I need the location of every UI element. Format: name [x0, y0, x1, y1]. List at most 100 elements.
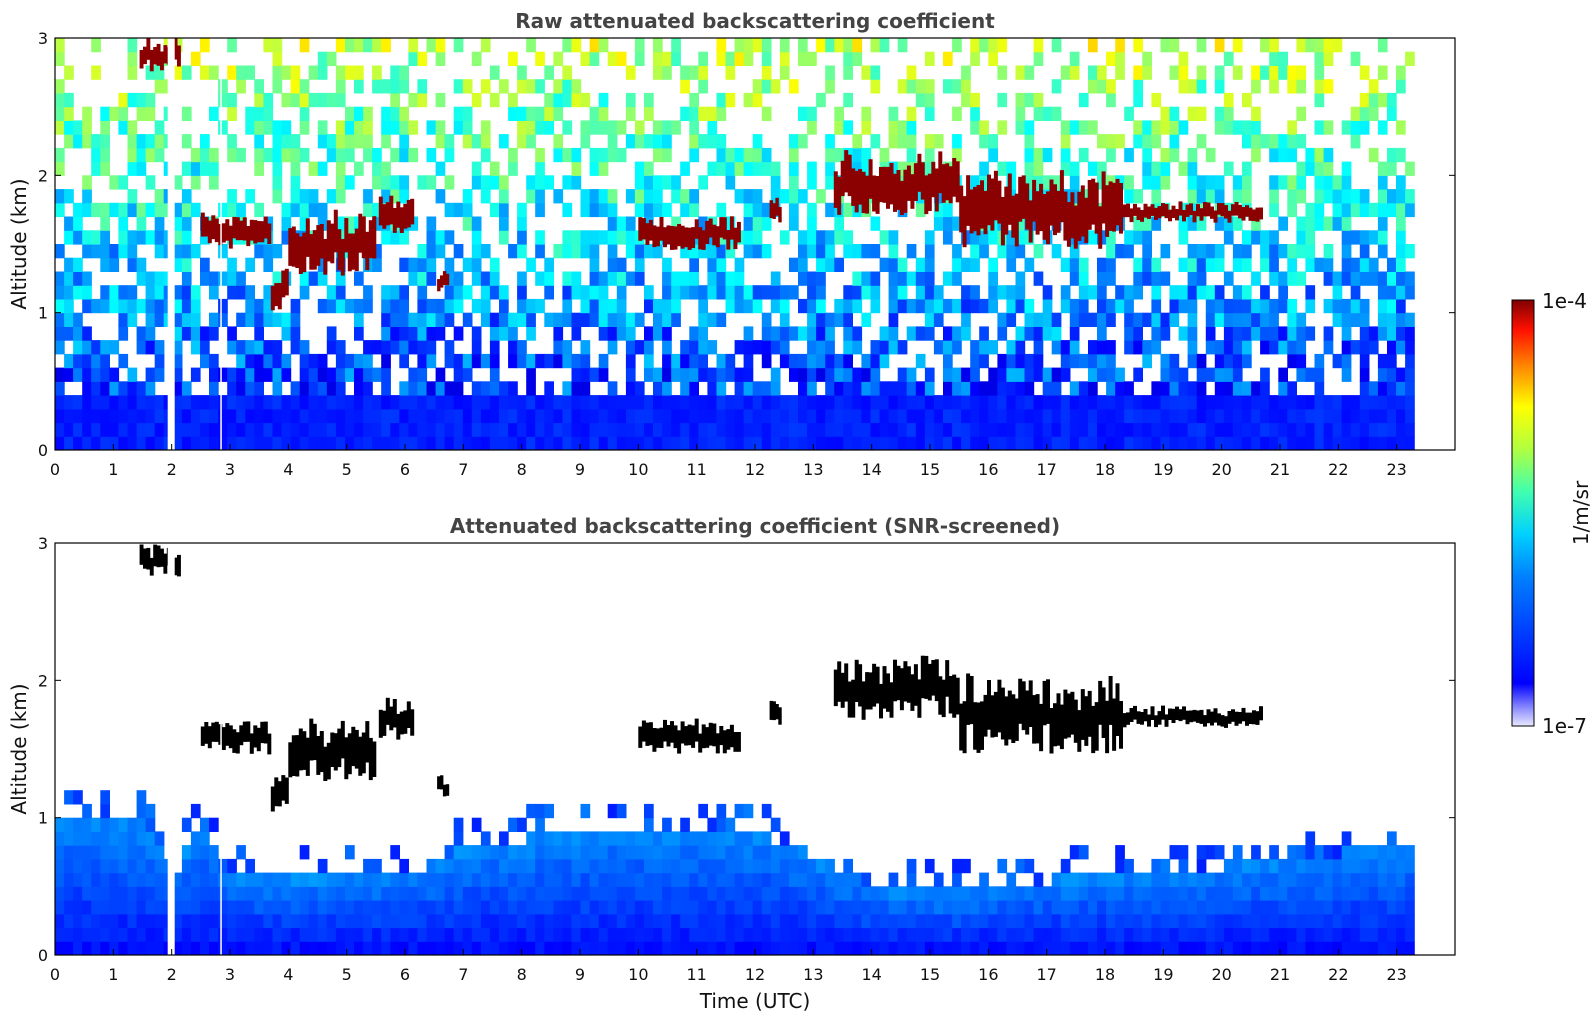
heatmap-cell	[64, 790, 74, 805]
heatmap-cell	[1106, 900, 1116, 915]
heatmap-cell	[1142, 408, 1152, 424]
heatmap-cell	[553, 395, 564, 410]
heatmap-cell	[1205, 340, 1216, 355]
heatmap-cell	[1296, 367, 1307, 382]
heatmap-cell	[154, 298, 165, 314]
heatmap-cell	[73, 872, 83, 887]
heatmap-cell	[1377, 408, 1388, 424]
heatmap-cell	[625, 422, 636, 437]
heatmap-cell	[363, 134, 373, 149]
cloud-mark	[1157, 711, 1162, 725]
heatmap-cell	[453, 913, 464, 929]
heatmap-cell	[227, 381, 237, 396]
heatmap-cell	[471, 408, 482, 424]
heatmap-cell	[190, 422, 201, 437]
heatmap-cell	[1396, 257, 1406, 272]
heatmap-cell	[154, 340, 165, 355]
heatmap-cell	[145, 858, 156, 874]
heatmap-cell	[807, 106, 817, 121]
cloud-mark	[228, 225, 233, 249]
heatmap-cell	[73, 395, 83, 410]
heatmap-cell	[798, 927, 808, 942]
cloud-mark	[645, 223, 650, 245]
heatmap-cell	[544, 831, 554, 846]
x-tick-label: 0	[50, 460, 60, 479]
cloud-mark	[1143, 709, 1148, 722]
heatmap-cell	[335, 120, 346, 135]
heatmap-cell	[1142, 175, 1152, 190]
heatmap-cell	[634, 395, 645, 410]
heatmap-cell	[172, 257, 183, 272]
cloud-mark	[1245, 205, 1249, 217]
heatmap-cell	[381, 395, 391, 410]
cloud-mark	[1053, 703, 1057, 747]
heatmap-cell	[1205, 941, 1216, 955]
heatmap-cell	[979, 886, 989, 901]
heatmap-cell	[1097, 298, 1107, 314]
heatmap-cell	[100, 257, 110, 272]
heatmap-cell	[752, 202, 763, 218]
heatmap-cell	[1196, 38, 1207, 53]
heatmap-cell	[426, 408, 437, 424]
heatmap-cell	[1078, 886, 1089, 901]
heatmap-cell	[970, 927, 980, 942]
heatmap-cell	[218, 244, 228, 259]
heatmap-cell	[970, 436, 980, 450]
cloud-mark	[962, 701, 967, 754]
heatmap-cell	[1142, 147, 1152, 163]
heatmap-cell	[671, 353, 681, 369]
heatmap-cell	[109, 913, 120, 929]
heatmap-cell	[363, 202, 373, 218]
cloud-mark	[1154, 715, 1158, 728]
heatmap-cell	[145, 326, 156, 341]
heatmap-cell	[127, 913, 138, 929]
heatmap-cell	[1332, 845, 1343, 860]
heatmap-cell	[997, 244, 1008, 259]
heatmap-cell	[471, 436, 482, 450]
heatmap-cell	[879, 38, 890, 53]
cloud-mark	[249, 733, 254, 754]
heatmap-cell	[1278, 927, 1288, 942]
heatmap-cell	[399, 858, 409, 874]
heatmap-cell	[408, 51, 419, 66]
heatmap-cell	[861, 900, 872, 915]
heatmap-cell	[354, 886, 364, 901]
heatmap-cell	[136, 872, 147, 887]
heatmap-cell	[462, 285, 473, 300]
heatmap-cell	[471, 257, 482, 272]
heatmap-cell	[761, 803, 772, 819]
heatmap-cell	[1377, 202, 1388, 218]
heatmap-cell	[1051, 900, 1062, 915]
heatmap-cell	[607, 927, 618, 942]
heatmap-cell	[1341, 216, 1352, 231]
heatmap-cell	[345, 298, 355, 314]
cloud-mark	[722, 730, 727, 754]
heatmap-cell	[1042, 395, 1053, 410]
cloud-mark	[1049, 708, 1054, 754]
heatmap-cell	[1314, 175, 1325, 190]
heatmap-cell	[834, 147, 844, 163]
heatmap-cell	[653, 941, 663, 955]
heatmap-cell	[381, 436, 391, 450]
heatmap-cell	[1305, 395, 1316, 410]
heatmap-cell	[499, 845, 509, 860]
heatmap-cell	[743, 367, 754, 382]
heatmap-cell	[1332, 285, 1343, 300]
heatmap-cell	[489, 381, 500, 396]
heatmap-cell	[263, 106, 274, 121]
heatmap-cell	[1133, 92, 1143, 108]
heatmap-cell	[363, 367, 373, 382]
heatmap-cell	[181, 436, 192, 450]
heatmap-cell	[508, 395, 518, 410]
heatmap-cell	[1405, 340, 1415, 355]
heatmap-cell	[598, 38, 609, 53]
heatmap-cell	[961, 408, 971, 424]
heatmap-cell	[1232, 326, 1243, 341]
heatmap-cell	[906, 134, 917, 149]
heatmap-cell	[317, 257, 328, 272]
heatmap-cell	[1260, 422, 1270, 437]
heatmap-cell	[1387, 271, 1397, 286]
heatmap-cell	[335, 79, 346, 94]
heatmap-cell	[1260, 886, 1270, 901]
heatmap-cell	[1278, 395, 1288, 410]
